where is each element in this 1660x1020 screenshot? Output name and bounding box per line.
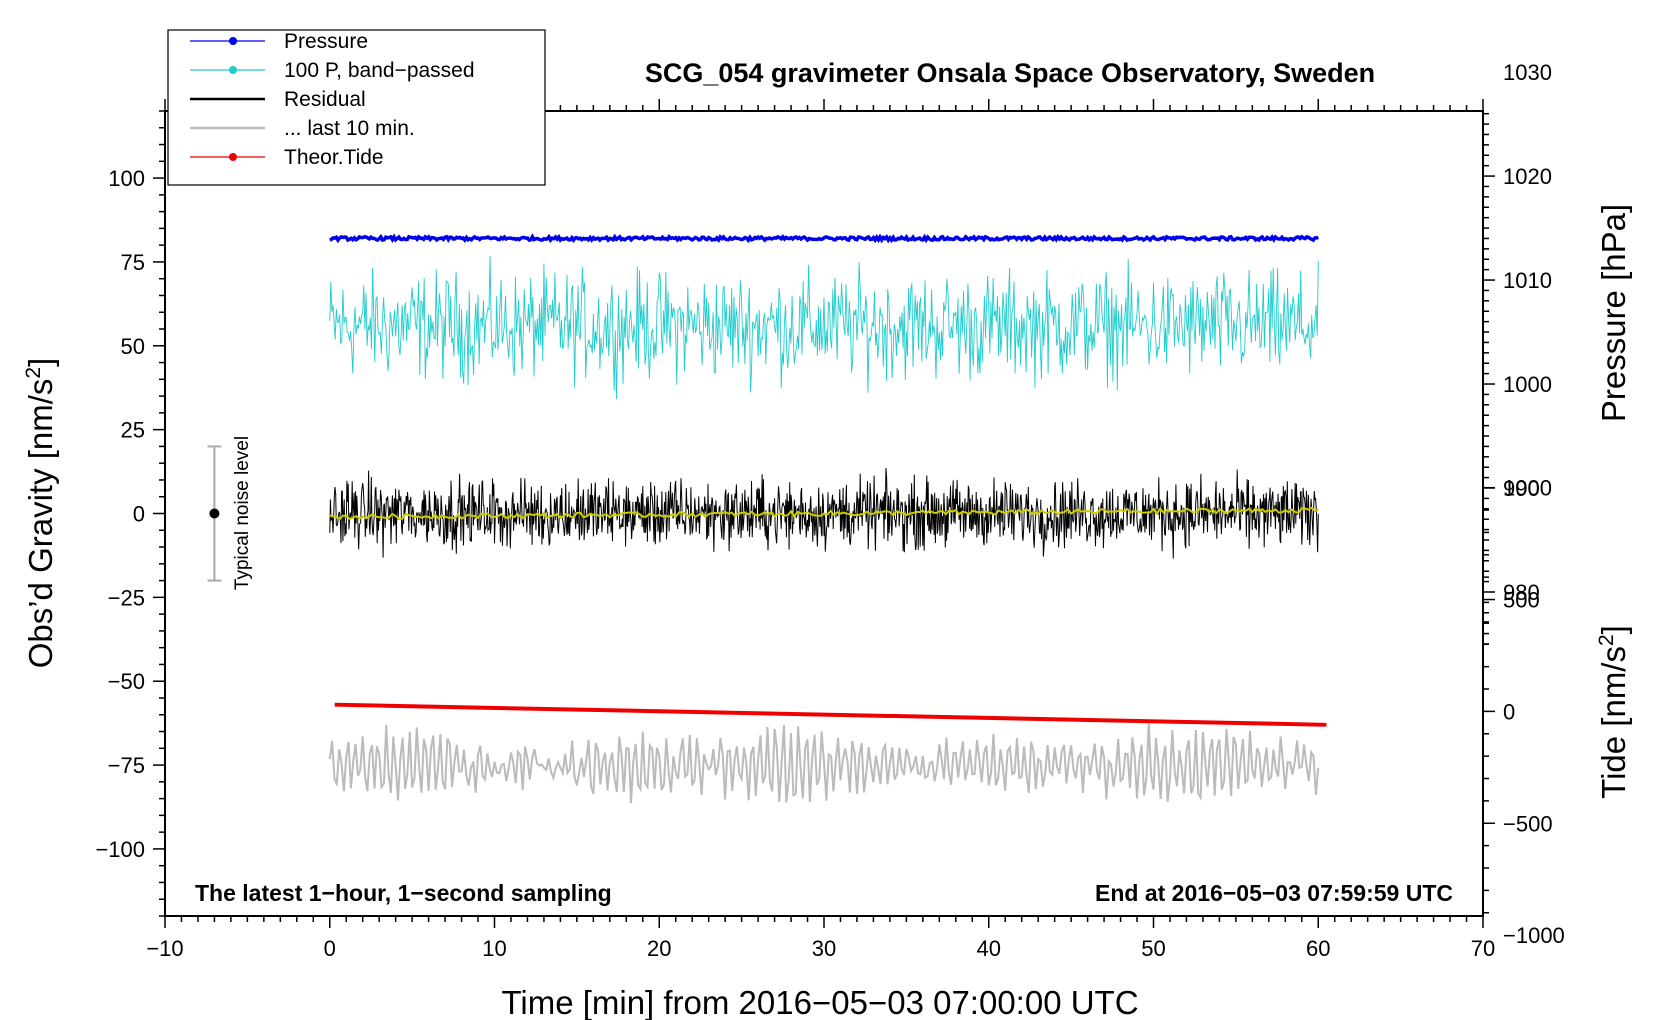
chart-title: SCG_054 gravimeter Onsala Space Observat… bbox=[645, 58, 1375, 88]
y-axis-title-pressure: Pressure [hPa] bbox=[1595, 204, 1632, 422]
x-tick-label: 10 bbox=[482, 936, 506, 961]
legend: Pressure 100 P, band−passed Residual ... la… bbox=[167, 29, 546, 186]
x-tick-label: 30 bbox=[812, 936, 836, 961]
series-bandpassed-pressure bbox=[329, 256, 1319, 400]
pressure-tick-label: 1020 bbox=[1503, 164, 1552, 189]
x-axis-title: Time [min] from 2016−05−03 07:00:00 UTC bbox=[501, 984, 1138, 1020]
tide-tick-label: 0 bbox=[1503, 699, 1515, 724]
y-axis-title-tide: Tide [nm/s2] bbox=[1595, 625, 1632, 799]
pressure-tick-label: 1010 bbox=[1503, 268, 1552, 293]
series-layer bbox=[328, 233, 1327, 804]
y-tick-label: −25 bbox=[108, 585, 145, 610]
annotation-sampling: The latest 1−hour, 1−second sampling bbox=[195, 880, 612, 906]
y-axis-title-left-close: ] bbox=[22, 358, 59, 367]
y-tick-label: −100 bbox=[95, 837, 145, 862]
legend-label: Residual bbox=[284, 88, 366, 111]
y-axis-title-left-text: Obs’d Gravity [nm/s bbox=[22, 379, 59, 669]
y-axis-title-left: Obs’d Gravity [nm/s2] bbox=[22, 358, 59, 669]
ticks-layer: −10 0 10 20 30 40 50 60 701007550250−25−50−75−10… bbox=[95, 60, 1565, 961]
legend-marker bbox=[229, 153, 237, 161]
series-pressure bbox=[329, 233, 1319, 244]
x-tick-label: 40 bbox=[977, 936, 1001, 961]
y-axis-title-left-sup: 2 bbox=[22, 367, 45, 379]
noise-level-indicator bbox=[207, 445, 222, 582]
tide-tick-label: 500 bbox=[1503, 588, 1540, 613]
y-tick-label: −50 bbox=[108, 669, 145, 694]
series-residual-smoothed bbox=[329, 506, 1319, 521]
x-tick-label: 0 bbox=[324, 936, 336, 961]
legend-label: 100 P, band−passed bbox=[284, 59, 475, 82]
pressure-tick-label: 990 bbox=[1503, 476, 1540, 501]
pressure-tick-label: 1030 bbox=[1503, 60, 1552, 85]
noise-level-label: Typical noise level bbox=[232, 436, 253, 590]
x-tick-label: 20 bbox=[647, 936, 671, 961]
legend-label: ... last 10 min. bbox=[284, 117, 415, 140]
annotation-end-time: End at 2016−05−03 07:59:59 UTC bbox=[1095, 880, 1453, 906]
series-last-10-min bbox=[328, 721, 1320, 804]
x-tick-label: 50 bbox=[1141, 936, 1165, 961]
y-tick-label: −75 bbox=[108, 753, 145, 778]
y-axis-title-tide-text: Tide [nm/s bbox=[1595, 646, 1632, 799]
x-tick-label: 60 bbox=[1306, 936, 1330, 961]
y-tick-label: 100 bbox=[108, 166, 145, 191]
tide-tick-label: −1000 bbox=[1503, 923, 1565, 948]
y-tick-label: 25 bbox=[121, 418, 145, 443]
tide-tick-label: 1000 bbox=[1503, 476, 1552, 501]
legend-marker bbox=[229, 37, 237, 45]
series-theoretical-tide bbox=[334, 702, 1327, 727]
legend-label: Pressure bbox=[284, 30, 368, 53]
y-axis-title-tide-close: ] bbox=[1595, 625, 1632, 634]
legend-marker bbox=[229, 66, 237, 74]
pressure-tick-label: 1000 bbox=[1503, 372, 1552, 397]
series-residual bbox=[329, 468, 1319, 559]
y-tick-label: 75 bbox=[121, 250, 145, 275]
y-tick-label: 50 bbox=[121, 334, 145, 359]
x-tick-label: 70 bbox=[1471, 936, 1495, 961]
y-tick-label: 0 bbox=[133, 502, 145, 527]
noise-bar-center-dot bbox=[209, 508, 220, 519]
y-axis-title-tide-sup: 2 bbox=[1595, 634, 1618, 646]
tide-tick-label: −500 bbox=[1503, 811, 1553, 836]
legend-label: Theor.Tide bbox=[284, 146, 384, 169]
x-tick-label: −10 bbox=[146, 936, 183, 961]
pressure-tick-label: 980 bbox=[1503, 580, 1540, 605]
